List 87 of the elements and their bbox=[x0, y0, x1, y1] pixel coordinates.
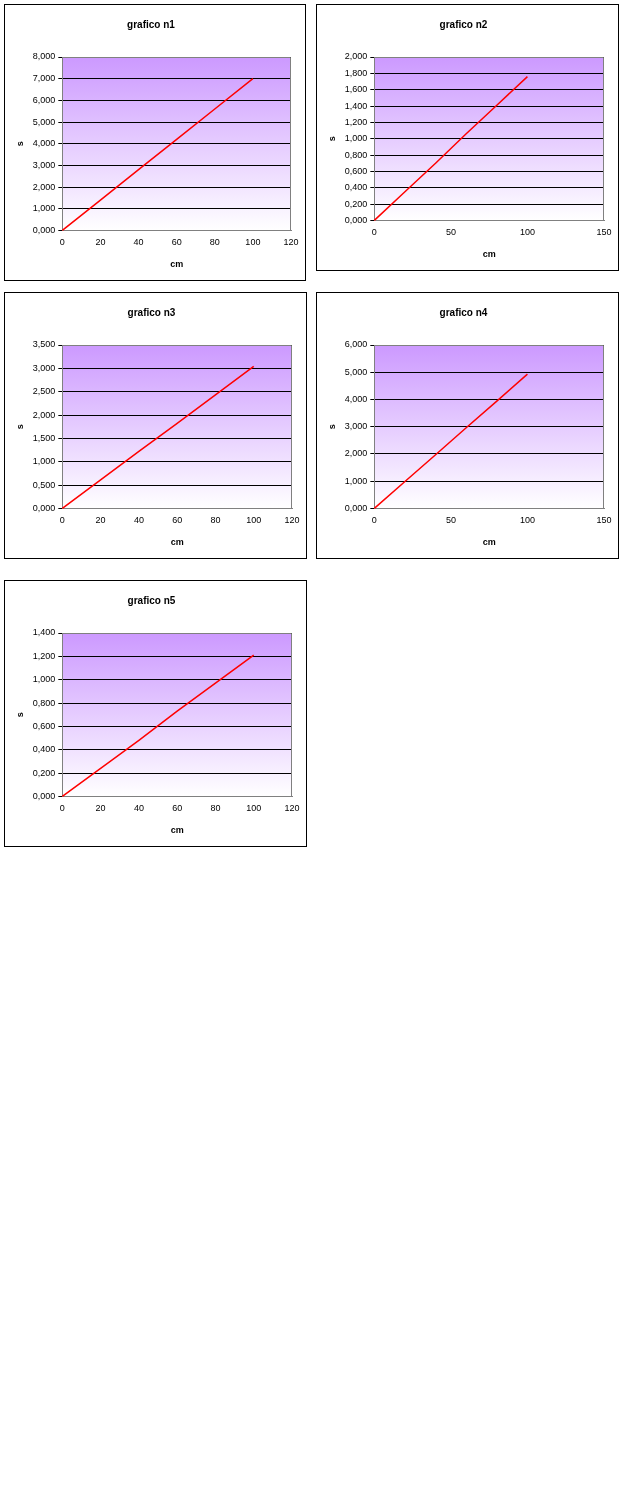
y-axis-title: s bbox=[14, 141, 25, 147]
x-tick-label: 150 bbox=[596, 515, 612, 526]
y-tick-label: 0,000 bbox=[344, 214, 368, 225]
y-tick-label: 1,000 bbox=[344, 475, 368, 486]
x-tick-label: 20 bbox=[95, 515, 106, 526]
x-tick-label: 80 bbox=[209, 237, 220, 248]
y-tick-label: 1,500 bbox=[32, 432, 56, 443]
y-tick-label: 6,000 bbox=[344, 339, 368, 350]
x-tick-label: 0 bbox=[371, 227, 377, 238]
x-tick-label: 20 bbox=[95, 803, 106, 814]
y-tick-label: 7,000 bbox=[32, 73, 56, 84]
y-tick-label: 1,000 bbox=[344, 133, 368, 144]
y-tick-label: 1,600 bbox=[344, 84, 368, 95]
y-tick-label: 1,000 bbox=[32, 674, 56, 685]
x-tick-label: 50 bbox=[445, 227, 456, 238]
y-tick-label: 1,200 bbox=[344, 116, 368, 127]
y-tick-label: 1,000 bbox=[32, 203, 56, 214]
y-tick-label: 0,400 bbox=[344, 182, 368, 193]
y-tick-label: 0,600 bbox=[344, 165, 368, 176]
y-axis-title: s bbox=[14, 424, 25, 430]
x-tick-label: 150 bbox=[596, 227, 612, 238]
y-tick-label: 6,000 bbox=[32, 94, 56, 105]
y-tick-label: 1,800 bbox=[344, 67, 368, 78]
x-tick-label: 0 bbox=[59, 515, 65, 526]
x-tick-label: 80 bbox=[210, 803, 221, 814]
x-tick-label: 40 bbox=[133, 515, 144, 526]
y-tick-label: 1,200 bbox=[32, 650, 56, 661]
x-axis-title: cm bbox=[482, 537, 496, 548]
x-tick-label: 120 bbox=[284, 515, 300, 526]
x-tick-label: 60 bbox=[172, 803, 183, 814]
x-tick-label: 100 bbox=[519, 515, 535, 526]
y-tick-label: 0,000 bbox=[32, 502, 56, 513]
y-tick-label: 2,000 bbox=[32, 181, 56, 192]
y-tick-label: 2,000 bbox=[344, 448, 368, 459]
x-axis-title: cm bbox=[170, 259, 184, 270]
y-tick-label: 2,500 bbox=[32, 386, 56, 397]
x-tick-label: 0 bbox=[59, 803, 65, 814]
y-axis-title: s bbox=[326, 424, 337, 430]
y-tick-label: 0,800 bbox=[32, 697, 56, 708]
y-axis-title: s bbox=[14, 712, 25, 718]
y-tick-label: 3,000 bbox=[32, 159, 56, 170]
x-tick-label: 100 bbox=[246, 515, 262, 526]
y-tick-label: 2,000 bbox=[344, 51, 368, 62]
y-tick-label: 5,000 bbox=[344, 366, 368, 377]
y-axis-title: s bbox=[326, 136, 337, 142]
y-tick-label: 1,000 bbox=[32, 456, 56, 467]
x-axis-title: cm bbox=[482, 249, 496, 260]
y-tick-label: 0,200 bbox=[32, 767, 56, 778]
x-axis-title: cm bbox=[170, 537, 184, 548]
x-tick-label: 80 bbox=[210, 515, 221, 526]
y-tick-label: 3,500 bbox=[32, 339, 56, 350]
y-tick-label: 5,000 bbox=[32, 116, 56, 127]
y-tick-label: 3,000 bbox=[344, 421, 368, 432]
chart-title: grafico n3 bbox=[127, 306, 176, 318]
y-tick-label: 0,000 bbox=[344, 502, 368, 513]
x-tick-label: 120 bbox=[284, 803, 300, 814]
y-tick-label: 0,800 bbox=[344, 149, 368, 160]
y-tick-label: 0,000 bbox=[32, 790, 56, 801]
x-tick-label: 60 bbox=[172, 515, 183, 526]
y-tick-label: 4,000 bbox=[344, 393, 368, 404]
y-tick-label: 1,400 bbox=[344, 100, 368, 111]
y-tick-label: 8,000 bbox=[32, 51, 56, 62]
x-tick-label: 120 bbox=[283, 237, 299, 248]
x-tick-label: 0 bbox=[371, 515, 377, 526]
x-tick-label: 40 bbox=[133, 237, 144, 248]
x-tick-label: 50 bbox=[445, 515, 456, 526]
y-tick-label: 1,400 bbox=[32, 627, 56, 638]
chart-title: grafico n1 bbox=[127, 18, 176, 30]
y-tick-label: 0,500 bbox=[32, 479, 56, 490]
y-tick-label: 2,000 bbox=[32, 409, 56, 420]
y-tick-label: 0,600 bbox=[32, 720, 56, 731]
y-tick-label: 0,200 bbox=[344, 198, 368, 209]
y-tick-label: 3,000 bbox=[32, 362, 56, 373]
chart-title: grafico n2 bbox=[439, 18, 488, 30]
x-tick-label: 0 bbox=[59, 237, 65, 248]
x-tick-label: 100 bbox=[246, 803, 262, 814]
y-tick-label: 0,000 bbox=[32, 224, 56, 235]
x-tick-label: 40 bbox=[133, 803, 144, 814]
x-axis-title: cm bbox=[170, 825, 184, 836]
chart-title: grafico n5 bbox=[127, 594, 176, 606]
x-tick-label: 100 bbox=[519, 227, 535, 238]
y-tick-label: 0,400 bbox=[32, 744, 56, 755]
y-tick-label: 4,000 bbox=[32, 138, 56, 149]
x-tick-label: 20 bbox=[95, 237, 106, 248]
x-tick-label: 60 bbox=[171, 237, 182, 248]
x-tick-label: 100 bbox=[245, 237, 261, 248]
chart-title: grafico n4 bbox=[439, 306, 488, 318]
